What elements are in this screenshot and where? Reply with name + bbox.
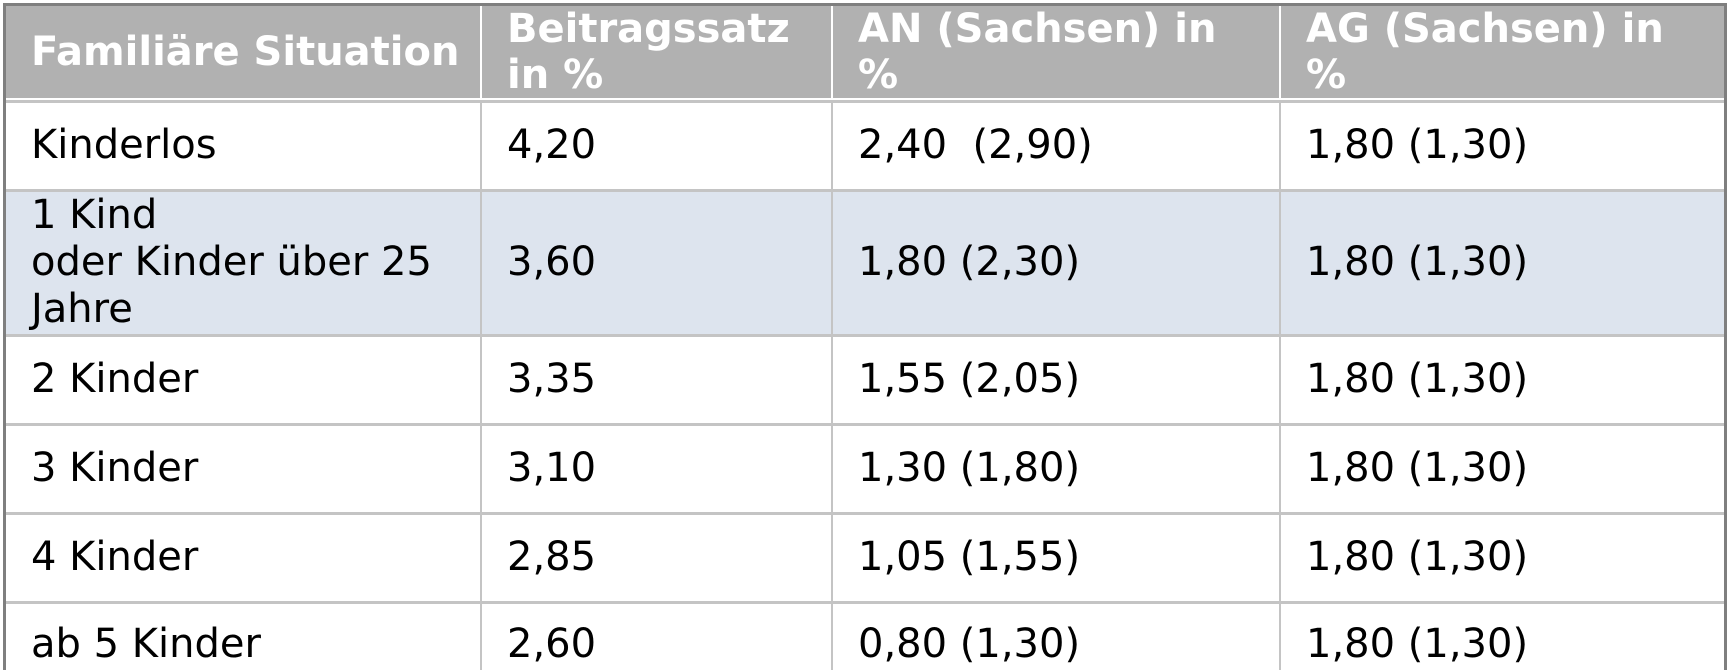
cell-situation: 1 Kind oder Kinder über 25 Jahre (6, 189, 482, 334)
cell-ag: 1,80 (1,30) (1281, 100, 1724, 189)
cell-situation: ab 5 Kinder (6, 600, 482, 670)
table-row-1-kind: 1 Kind oder Kinder über 25 Jahre 3,60 1,… (6, 189, 1724, 334)
pflegeversicherung-rate-table: Familiäre Situation Beitragssatz in % AN… (3, 3, 1727, 670)
col-header-ag-sachsen: AG (Sachsen) in % (1281, 6, 1724, 100)
cell-an: 2,40 (2,90) (833, 100, 1281, 189)
cell-ag: 1,80 (1,30) (1281, 333, 1724, 423)
cell-beitragssatz: 2,85 (482, 511, 833, 601)
cell-ag: 1,80 (1,30) (1281, 511, 1724, 601)
cell-an: 0,80 (1,30) (833, 600, 1281, 670)
cell-situation: 4 Kinder (6, 511, 482, 601)
cell-beitragssatz: 4,20 (482, 100, 833, 189)
table-row-3-kinder: 3 Kinder 3,10 1,30 (1,80) 1,80 (1,30) (6, 422, 1724, 512)
header-row: Familiäre Situation Beitragssatz in % AN… (6, 6, 1724, 100)
cell-beitragssatz: 3,60 (482, 189, 833, 334)
cell-ag: 1,80 (1,30) (1281, 422, 1724, 512)
table-row-kinderlos: Kinderlos 4,20 2,40 (2,90) 1,80 (1,30) (6, 100, 1724, 189)
col-header-an-sachsen: AN (Sachsen) in % (833, 6, 1281, 100)
cell-beitragssatz: 3,10 (482, 422, 833, 512)
cell-ag: 1,80 (1,30) (1281, 600, 1724, 670)
cell-situation: Kinderlos (6, 100, 482, 189)
cell-beitragssatz: 3,35 (482, 333, 833, 423)
cell-an: 1,30 (1,80) (833, 422, 1281, 512)
cell-an: 1,55 (2,05) (833, 333, 1281, 423)
table-row-2-kinder: 2 Kinder 3,35 1,55 (2,05) 1,80 (1,30) (6, 333, 1724, 423)
cell-ag: 1,80 (1,30) (1281, 189, 1724, 334)
col-header-familiaere-situation: Familiäre Situation (6, 6, 482, 100)
col-header-beitragssatz: Beitragssatz in % (482, 6, 833, 100)
table-row-4-kinder: 4 Kinder 2,85 1,05 (1,55) 1,80 (1,30) (6, 511, 1724, 601)
cell-situation: 2 Kinder (6, 333, 482, 423)
cell-an: 1,80 (2,30) (833, 189, 1281, 334)
cell-beitragssatz: 2,60 (482, 600, 833, 670)
cell-situation: 3 Kinder (6, 422, 482, 512)
cell-an: 1,05 (1,55) (833, 511, 1281, 601)
table-row-ab-5-kinder: ab 5 Kinder 2,60 0,80 (1,30) 1,80 (1,30) (6, 600, 1724, 670)
